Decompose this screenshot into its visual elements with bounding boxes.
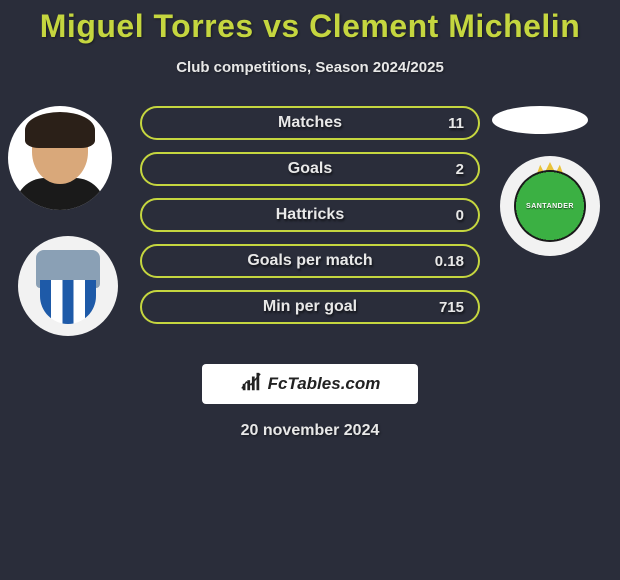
stat-label: Min per goal [142,298,478,316]
stat-label: Matches [142,114,478,132]
stat-right-value: 715 [439,299,464,316]
stat-right-value: 2 [456,161,464,178]
stat-label: Hattricks [142,206,478,224]
page-subtitle: Club competitions, Season 2024/2025 [0,59,620,76]
stat-row: Hattricks 0 [140,198,480,232]
content-area: SANTANDER Matches 11 Goals 2 Hattricks 0… [0,106,620,346]
date-text: 20 november 2024 [0,422,620,440]
stat-row: Matches 11 [140,106,480,140]
stat-row: Goals 2 [140,152,480,186]
stat-right-value: 0 [456,207,464,224]
stats-list: Matches 11 Goals 2 Hattricks 0 Goals per… [140,106,480,336]
watermark-badge: FcTables.com [202,364,418,404]
stat-row: Goals per match 0.18 [140,244,480,278]
page-title: Miguel Torres vs Clement Michelin [0,8,620,45]
watermark-text: FcTables.com [268,374,381,394]
stat-row: Min per goal 715 [140,290,480,324]
club-right-crest: SANTANDER [500,156,600,256]
stat-label: Goals per match [142,252,478,270]
stat-label: Goals [142,160,478,178]
chart-icon [240,371,262,398]
club-left-crest [18,236,118,336]
club-right-inner-text: SANTANDER [526,203,574,210]
player-right-avatar [492,106,588,134]
player-left-avatar [8,106,112,210]
stat-right-value: 0.18 [435,253,464,270]
stat-right-value: 11 [448,115,464,132]
